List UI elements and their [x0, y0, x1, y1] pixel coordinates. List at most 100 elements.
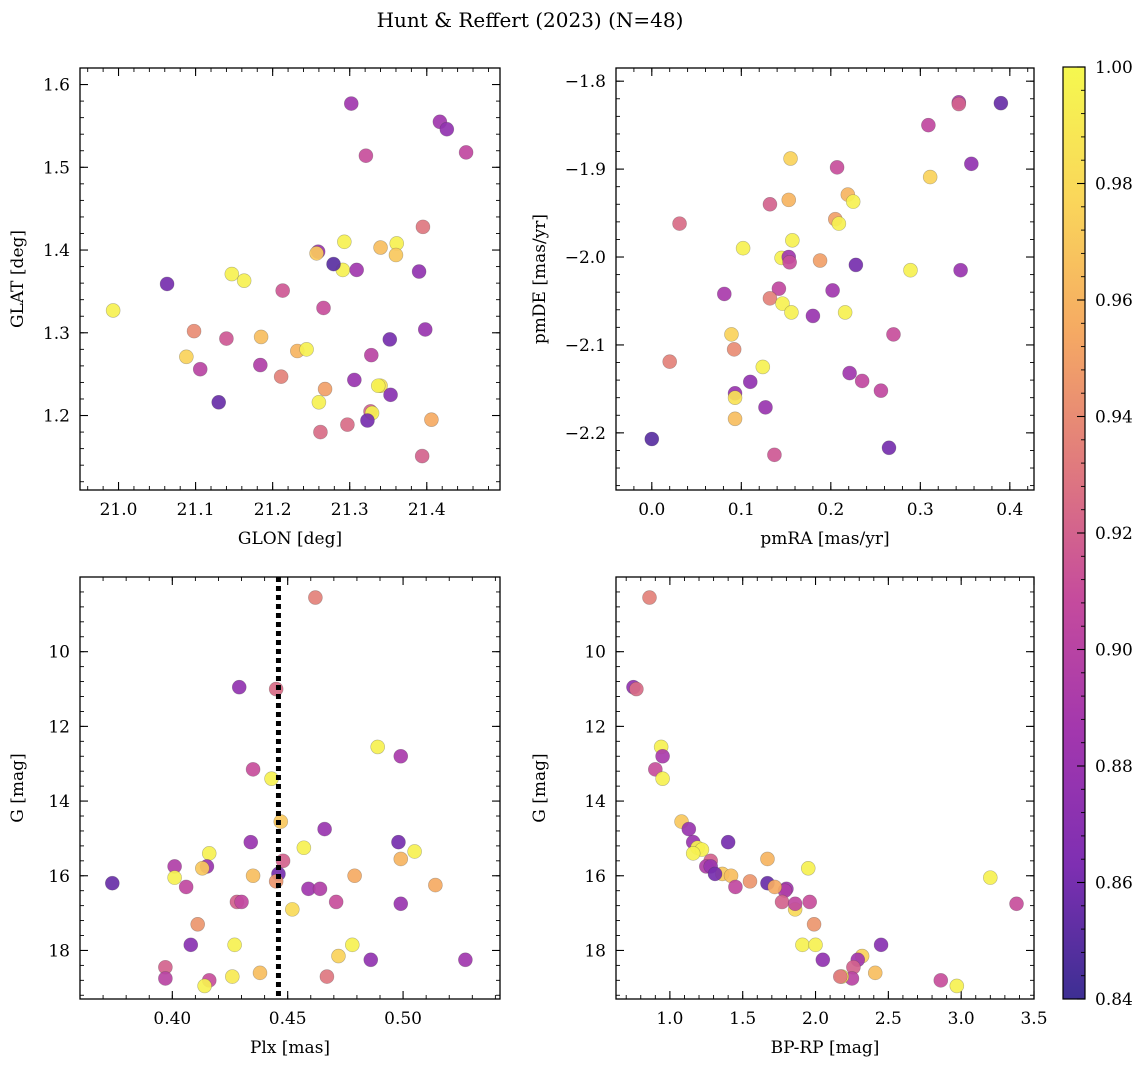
data-point	[832, 969, 848, 984]
panel-pos: 21.0 21.1 21.2 21.3 21.4 1.2 1.3 1.4 1.5 1.6 GLON …	[8, 67, 501, 549]
x-tick-label: 21.3	[331, 500, 369, 520]
y-tick-label: 1.5	[43, 158, 70, 178]
data-point	[629, 681, 644, 697]
y-tick-label: 18	[48, 941, 70, 961]
data-point	[727, 411, 743, 427]
y-tick-label: −1.8	[565, 72, 606, 92]
data-point	[414, 448, 430, 464]
plot-frame-plx	[79, 576, 501, 1000]
data-point	[309, 246, 324, 261]
y-tick-label: −2.0	[565, 248, 606, 268]
data-point	[760, 851, 775, 867]
data-point	[806, 917, 822, 932]
data-point	[951, 96, 967, 112]
y-tick-label: 1.2	[43, 407, 70, 427]
x-tick-label: 21.1	[177, 500, 215, 520]
data-point	[253, 329, 269, 345]
data-point	[349, 262, 364, 278]
data-point	[308, 590, 323, 605]
data-point	[787, 896, 803, 912]
data-point	[782, 254, 797, 270]
data-point	[347, 868, 362, 884]
data-point	[795, 937, 810, 953]
x-tick-label: 3.0	[948, 1009, 975, 1029]
data-point	[190, 917, 205, 932]
data-point	[178, 879, 194, 895]
colorbar-tick-label: 0.86	[1095, 874, 1133, 894]
y-axis-label: G [mag]	[8, 753, 28, 822]
data-point	[159, 276, 175, 292]
data-point	[774, 894, 790, 910]
x-tick-label: 2.5	[875, 1009, 902, 1029]
data-point	[331, 948, 346, 964]
data-point	[231, 679, 247, 695]
panel-cmd: 1.0 1.5 2.0 2.5 3.0 3.5 10 12 14 16 18 BP-RP [mag] G…	[530, 576, 1048, 1058]
x-tick-label: 21.4	[408, 500, 446, 520]
y-tick-label: 10	[48, 643, 70, 663]
y-axis-label: GLAT [deg]	[8, 230, 28, 328]
data-point	[243, 834, 259, 850]
data-point	[720, 834, 736, 850]
data-point	[311, 394, 327, 410]
data-point	[195, 860, 210, 876]
data-point	[742, 874, 758, 889]
data-point	[388, 247, 404, 263]
data-point	[458, 145, 474, 160]
y-tick-label: 1.4	[43, 241, 70, 261]
data-point	[407, 844, 422, 859]
data-point	[655, 771, 670, 786]
data-point	[993, 95, 1009, 111]
data-point	[964, 156, 979, 172]
points	[105, 590, 473, 994]
y-tick-label: 16	[584, 867, 606, 887]
data-point	[886, 327, 901, 342]
data-point	[273, 369, 289, 384]
data-point	[197, 978, 212, 994]
data-point	[681, 821, 697, 837]
data-point	[224, 266, 240, 282]
data-point	[158, 971, 173, 986]
data-point	[724, 327, 739, 342]
data-point	[644, 431, 660, 447]
y-axis-label: pmDE [mas/yr]	[530, 214, 550, 344]
data-point	[767, 879, 783, 895]
data-point	[236, 273, 252, 288]
x-tick-label: 1.0	[656, 1009, 683, 1029]
data-point	[363, 952, 379, 968]
data-point	[252, 965, 268, 981]
data-point	[672, 216, 687, 231]
colorbar-tick-label: 0.98	[1095, 175, 1133, 195]
data-point	[784, 305, 799, 320]
y-tick-label: 18	[584, 941, 606, 961]
y-axis-label: G [mag]	[530, 753, 550, 822]
data-point	[825, 283, 840, 298]
data-point	[417, 322, 433, 337]
y-tick-label: 12	[584, 717, 606, 737]
x-tick-label: 0.50	[384, 1009, 422, 1029]
data-point	[655, 748, 670, 764]
data-point	[227, 937, 242, 953]
data-point	[767, 447, 782, 463]
y-tick-label: 10	[584, 643, 606, 663]
points	[105, 96, 474, 464]
data-point	[347, 372, 362, 388]
data-point	[848, 257, 864, 273]
data-point	[735, 240, 751, 256]
x-tick-label: 2.0	[802, 1009, 829, 1029]
y-tick-label: −1.9	[565, 160, 606, 180]
data-point	[802, 894, 818, 910]
data-point	[328, 894, 344, 910]
data-point	[428, 877, 443, 893]
data-point	[727, 390, 743, 405]
x-tick-label: 21.0	[100, 500, 138, 520]
plot-frame-pm	[615, 67, 1035, 491]
data-point	[1009, 896, 1024, 912]
x-tick-label: 0.45	[269, 1009, 307, 1029]
x-tick-label: 0.3	[907, 500, 934, 520]
data-point	[201, 846, 217, 861]
y-tick-label: 1.3	[43, 324, 70, 344]
data-point	[411, 264, 427, 279]
x-tick-label: 0.4	[996, 500, 1023, 520]
y-tick-label: 14	[584, 792, 606, 812]
colorbar-tick-label: 0.94	[1095, 408, 1133, 428]
